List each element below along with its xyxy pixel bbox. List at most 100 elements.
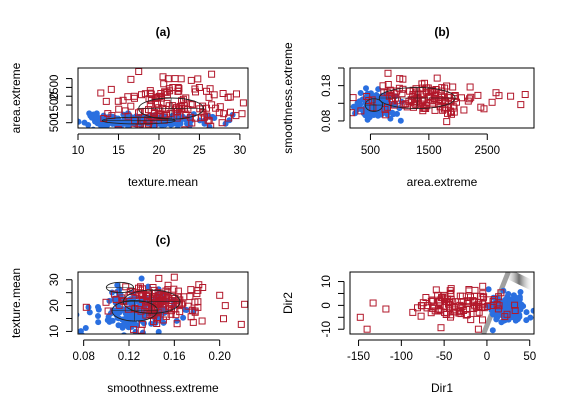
data-point (420, 96, 428, 104)
data-point (184, 302, 192, 310)
panel-2: (b) 500 1500 2500 area.extreme 0.08 0.18 smooth… (281, 25, 535, 189)
x-tick-label: -100 (390, 351, 413, 363)
x-axis-label: smoothness.extreme (107, 381, 219, 395)
data-point (527, 314, 534, 321)
data-point (479, 282, 487, 290)
data-point (131, 94, 138, 102)
data-point (148, 320, 155, 327)
data-point (172, 311, 180, 319)
data-point (226, 117, 233, 124)
data-point (494, 305, 502, 313)
data-point (175, 299, 183, 307)
data-point (121, 117, 128, 123)
data-point (379, 82, 387, 90)
data-point (175, 87, 183, 95)
x-axis: -150 -100 -50 0 50 (347, 339, 536, 363)
data-point (164, 75, 172, 83)
data-point (501, 313, 509, 321)
data-point (112, 296, 120, 303)
data-point (102, 97, 110, 105)
data-point (394, 110, 400, 117)
data-point (145, 106, 152, 114)
x-tick-label: 10 (72, 145, 85, 157)
data-point (138, 91, 145, 99)
y-axis-label: Dir2 (281, 292, 295, 314)
data-point (194, 75, 202, 83)
data-point (160, 80, 168, 88)
data-point (216, 291, 224, 299)
plot-area (350, 69, 529, 126)
data-point (382, 111, 390, 119)
data-point (187, 76, 195, 84)
data-point (437, 87, 445, 95)
data-point (146, 101, 154, 109)
data-point (464, 297, 471, 305)
data-point (403, 103, 411, 111)
data-point (115, 105, 123, 113)
data-point (443, 118, 451, 126)
data-point (114, 126, 122, 128)
data-point (447, 285, 455, 293)
data-point (93, 113, 100, 120)
data-point (107, 85, 115, 93)
data-point (436, 298, 443, 306)
panel-title: (a) (156, 25, 171, 39)
data-point (164, 294, 172, 302)
data-point (180, 314, 187, 321)
data-point (364, 116, 371, 123)
y-tick-label: 0 (321, 302, 333, 308)
malignant-series (82, 273, 248, 334)
data-point (517, 289, 524, 295)
data-point (95, 319, 102, 326)
data-point (85, 304, 92, 311)
data-point (178, 97, 185, 105)
x-tick-label: 30 (234, 145, 247, 157)
data-point (109, 317, 116, 324)
data-point (385, 92, 393, 100)
data-point (467, 316, 475, 324)
x-axis-label: area.extreme (407, 175, 478, 189)
data-point (102, 298, 110, 306)
data-point (78, 118, 82, 125)
data-point (64, 300, 70, 306)
x-axis: 500 1500 2500 (361, 133, 500, 157)
data-point (177, 75, 185, 83)
x-tick-label: 0 (484, 351, 490, 363)
y-tick-label: -10 (321, 321, 333, 338)
data-point (174, 125, 181, 128)
data-point (447, 289, 455, 297)
data-point (173, 320, 181, 328)
data-point (492, 89, 500, 97)
data-point (232, 112, 240, 120)
data-point (409, 308, 417, 316)
x-tick-label: 0.16 (163, 351, 185, 363)
data-point (517, 101, 525, 109)
data-point (441, 293, 449, 301)
data-point (433, 74, 441, 82)
data-point (144, 116, 151, 124)
data-point (241, 300, 248, 308)
data-point (155, 291, 163, 299)
data-point (503, 310, 511, 318)
data-point (86, 309, 93, 316)
y-axis-label: smoothness.extreme (281, 42, 295, 154)
data-point (130, 326, 138, 334)
data-point (384, 69, 392, 77)
data-point (494, 311, 500, 318)
data-point (82, 325, 89, 331)
data-point (78, 328, 84, 334)
data-point (166, 87, 174, 95)
data-point (473, 309, 481, 317)
data-point (437, 324, 445, 332)
data-point (182, 306, 189, 313)
data-point (521, 91, 529, 98)
data-point (474, 91, 482, 99)
data-point (485, 286, 492, 293)
data-point (350, 109, 355, 117)
y-tick-label: 20 (49, 299, 61, 312)
data-point (95, 313, 101, 319)
x-tick-label: 50 (523, 351, 536, 363)
data-point (369, 299, 377, 307)
x-tick-label: 15 (112, 145, 125, 157)
data-point (409, 91, 417, 99)
